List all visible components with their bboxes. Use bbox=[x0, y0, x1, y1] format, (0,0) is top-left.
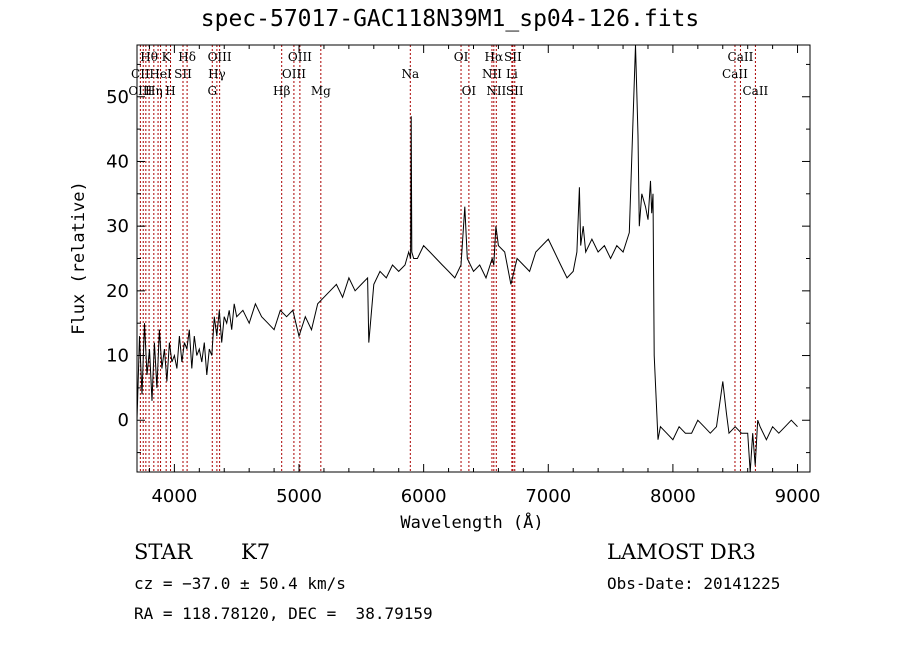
coordinates: RA = 118.78120, DEC = 38.79159 bbox=[134, 604, 433, 623]
line-label-5: Hη bbox=[145, 84, 163, 98]
line-label-18: OI bbox=[462, 84, 477, 98]
y-tick-label-50: 50 bbox=[106, 87, 129, 108]
y-tick-label-0: 0 bbox=[118, 410, 129, 431]
y-tick-label-30: 30 bbox=[106, 216, 129, 237]
line-label-13: OIII bbox=[282, 67, 306, 81]
line-label-23: Li bbox=[506, 67, 518, 81]
object-class: STAR bbox=[134, 540, 193, 564]
spectrum-line bbox=[136, 44, 798, 473]
x-axis: 4000 5000 6000 7000 8000 9000 bbox=[148, 45, 821, 507]
line-label-24: SII bbox=[506, 84, 524, 98]
x-tick-label-7000: 7000 bbox=[525, 486, 571, 507]
line-label-0: Hθ bbox=[140, 50, 158, 64]
line-label-10: Hγ bbox=[208, 67, 226, 81]
y-axis-label: Flux (relative) bbox=[69, 181, 89, 335]
line-label-25: CaII bbox=[728, 50, 754, 64]
redshift-info: cz = −37.0 ± 50.4 km/s bbox=[134, 574, 346, 593]
line-label-15: Mg bbox=[311, 84, 331, 98]
line-label-27: CaII bbox=[742, 84, 768, 98]
line-label-2: OIII bbox=[128, 84, 152, 98]
line-label-14: Hβ bbox=[273, 84, 290, 98]
line-markers bbox=[139, 45, 756, 472]
line-label-9: OIII bbox=[208, 50, 232, 64]
x-tick-label-9000: 9000 bbox=[775, 486, 821, 507]
object-subclass: K7 bbox=[241, 540, 271, 564]
chart-title: spec-57017-GAC118N39M1_sp04-126.fits bbox=[200, 6, 700, 32]
line-label-22: SII bbox=[504, 50, 522, 64]
line-label-8: Hδ bbox=[178, 50, 196, 64]
line-label-17: OI bbox=[454, 50, 469, 64]
line-label-19: Hα bbox=[485, 50, 504, 64]
y-tick-label-40: 40 bbox=[106, 151, 129, 172]
line-label-12: OIII bbox=[288, 50, 312, 64]
y-tick-label-20: 20 bbox=[106, 281, 129, 302]
x-tick-label-8000: 8000 bbox=[650, 486, 696, 507]
line-label-21: NII bbox=[486, 84, 506, 98]
x-axis-label: Wavelength (Å) bbox=[400, 511, 543, 533]
x-tick-label-5000: 5000 bbox=[276, 486, 322, 507]
line-label-1: CII bbox=[131, 67, 150, 81]
line-label-3: K bbox=[162, 50, 172, 64]
line-label-6: SII bbox=[174, 67, 192, 81]
line-label-4: HeI bbox=[149, 67, 172, 81]
line-label-20: NII bbox=[482, 67, 502, 81]
obs-date: Obs-Date: 20141225 bbox=[607, 574, 781, 593]
plot-frame bbox=[136, 44, 811, 473]
y-axis: 0 10 20 30 40 50 bbox=[106, 63, 810, 454]
line-label-16: Na bbox=[401, 67, 419, 81]
x-tick-label-4000: 4000 bbox=[151, 486, 197, 507]
line-label-26: CaII bbox=[722, 67, 748, 81]
line-labels: Hθ CII OIII K HeI Hη SII H Hδ OIII Hγ G OIII OIII Hβ Mg… bbox=[128, 50, 768, 98]
y-tick-label-10: 10 bbox=[106, 346, 129, 367]
line-label-7: H bbox=[165, 84, 175, 98]
x-tick-label-6000: 6000 bbox=[401, 486, 447, 507]
survey-name: LAMOST DR3 bbox=[607, 540, 756, 564]
line-label-11: G bbox=[207, 84, 217, 98]
